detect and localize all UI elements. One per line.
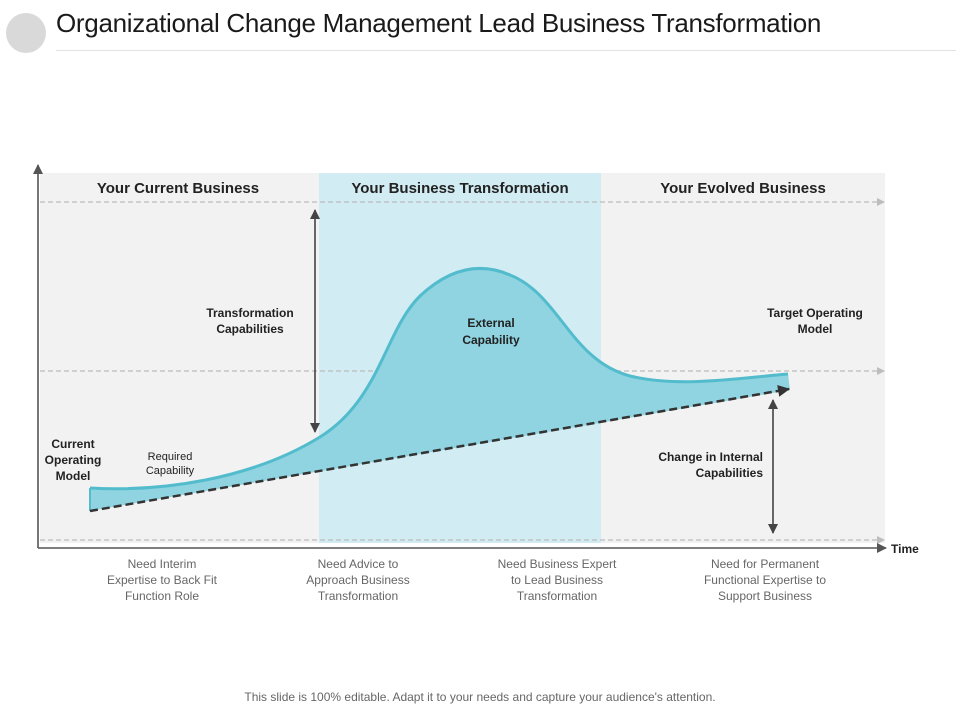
need-2-line1: Need Advice to [318, 557, 399, 571]
need-3-line1: Need Business Expert [498, 557, 617, 571]
transformation-capabilities-label-line1: Transformation [206, 306, 293, 320]
transformation-capabilities-label-line2: Capabilities [216, 322, 284, 336]
column-header-current: Your Current Business [97, 180, 259, 197]
external-capability-label-line1: External [467, 316, 514, 330]
footer-note: This slide is 100% editable. Adapt it to… [244, 690, 716, 704]
column-header-transformation: Your Business Transformation [351, 180, 568, 197]
page-title: Organizational Change Management Lead Bu… [56, 8, 822, 38]
change-internal-label-line1: Change in Internal [658, 450, 763, 464]
required-capability-label-line1: Required [148, 451, 193, 463]
current-operating-model-label-line2: Operating [45, 453, 102, 467]
current-operating-model-label-line3: Model [56, 469, 91, 483]
time-axis-label: Time [891, 542, 919, 556]
panel-evolved [601, 173, 885, 543]
need-4-line3: Support Business [718, 589, 812, 603]
need-1-line1: Need Interim [128, 557, 197, 571]
capability-curve-line [89, 266, 789, 491]
need-3-line2: to Lead Business [511, 573, 603, 587]
column-header-evolved: Your Evolved Business [660, 180, 826, 197]
title-divider [56, 50, 956, 51]
current-operating-model-label-line1: Current [51, 437, 94, 451]
need-4-line1: Need for Permanent [711, 557, 820, 571]
need-1-line2: Expertise to Back Fit [107, 573, 218, 587]
required-capability-label-line2: Capability [146, 465, 195, 477]
header-circle [6, 13, 46, 53]
internal-capability-trend-arrow [89, 384, 790, 513]
need-4-line2: Functional Expertise to [704, 573, 826, 587]
change-internal-label-line2: Capabilities [696, 466, 764, 480]
target-operating-model-label-line1: Target Operating [767, 306, 863, 320]
need-3-line3: Transformation [517, 589, 597, 603]
panel-current [40, 173, 319, 543]
capability-curve-area [90, 268, 790, 511]
target-operating-model-label-line2: Model [798, 322, 833, 336]
need-2-line2: Approach Business [306, 573, 409, 587]
need-1-line3: Function Role [125, 589, 199, 603]
external-capability-label-line2: Capability [462, 333, 520, 347]
need-2-line3: Transformation [318, 589, 398, 603]
